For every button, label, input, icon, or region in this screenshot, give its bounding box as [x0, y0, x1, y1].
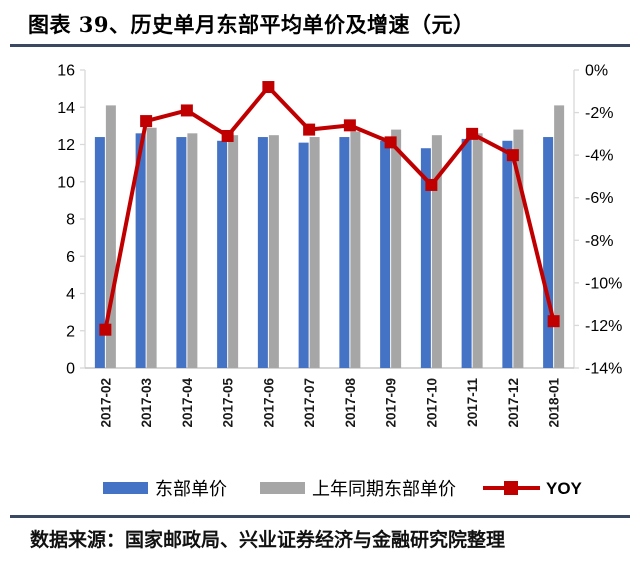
bar-prev-year-2017-08 [350, 131, 361, 368]
yoy-marker-2017-06 [262, 81, 275, 94]
right-axis-tick-label: -10% [585, 275, 622, 292]
right-axis-tick-label: 0% [585, 63, 608, 80]
data-source-note: 数据来源：国家邮政局、兴业证券经济与金融研究院整理 [30, 529, 506, 551]
x-axis-label-2017-03: 2017-03 [139, 378, 154, 428]
x-axis-label-2017-05: 2017-05 [221, 378, 236, 428]
right-axis-tick-label: -2% [585, 105, 613, 122]
legend-label-prev-year: 上年同期东部单价 [312, 479, 456, 500]
bar-prev-year-2017-09 [391, 129, 402, 368]
right-axis-tick-label: -12% [585, 318, 622, 335]
yoy-marker-2017-09 [384, 136, 397, 149]
x-axis-label-2017-12: 2017-12 [506, 378, 521, 428]
dual-axis-bar-line-chart: 0 2 4 6 8 10 12 14 16 0% -2% -4% -6% -8% -10% -12% -14% 2… [57, 63, 622, 501]
yoy-marker-2017-08 [343, 119, 356, 132]
right-axis-tick-label: -8% [585, 233, 613, 250]
yoy-marker-2017-05 [221, 129, 234, 142]
x-axis-label-2017-11: 2017-11 [465, 378, 480, 427]
bar-east-price-2018-01 [543, 137, 554, 368]
x-axis-label-2017-02: 2017-02 [98, 378, 113, 428]
bar-east-price-2017-08 [339, 137, 350, 368]
bar-prev-year-2017-11 [472, 133, 483, 368]
bar-prev-year-2018-01 [554, 105, 565, 368]
x-axis-label-2017-10: 2017-10 [424, 378, 439, 428]
bar-prev-year-2017-10 [431, 135, 442, 368]
bar-prev-year-2017-02 [105, 105, 116, 368]
bar-prev-year-2017-04 [187, 133, 198, 368]
legend-label-yoy: YOY [546, 479, 583, 498]
left-axis-tick-label: 14 [57, 100, 75, 117]
left-axis-tick-label: 16 [57, 63, 75, 80]
bar-east-price-2017-09 [380, 140, 391, 368]
bar-east-price-2017-11 [461, 138, 472, 368]
yoy-marker-2017-04 [180, 104, 193, 117]
bar-prev-year-2017-03 [146, 127, 157, 368]
x-axis-label-2017-07: 2017-07 [302, 378, 317, 428]
x-axis-label-2018-01: 2018-01 [547, 378, 562, 428]
bar-east-price-2017-12 [502, 140, 513, 368]
legend-swatch-prev-year [260, 482, 305, 494]
legend-swatch-east-price [103, 482, 148, 494]
yoy-marker-2017-07 [303, 123, 316, 136]
x-axis-label-2017-09: 2017-09 [384, 378, 399, 428]
bar-prev-year-2017-12 [513, 129, 524, 368]
bar-prev-year-2017-06 [268, 135, 279, 368]
left-axis-tick-label: 10 [57, 174, 75, 191]
bar-east-price-2017-04 [176, 137, 187, 368]
yoy-marker-2017-11 [466, 127, 479, 140]
yoy-line [103, 85, 556, 331]
bar-prev-year-2017-05 [228, 135, 239, 368]
bar-east-price-2017-10 [420, 148, 431, 368]
footer-divider: 数据来源：国家邮政局、兴业证券经济与金融研究院整理 [10, 515, 630, 552]
left-axis-tick-label: 0 [66, 361, 75, 378]
left-axis-tick-label: 8 [66, 212, 75, 229]
bar-prev-year-2017-07 [309, 137, 320, 368]
left-axis-tick-label: 12 [57, 137, 75, 154]
yoy-marker-2017-12 [506, 149, 519, 162]
x-axis-label-2017-04: 2017-04 [180, 378, 195, 428]
left-axis-tick-label: 6 [66, 249, 75, 266]
left-axis-tick-label: 4 [66, 286, 75, 303]
bar-east-price-2017-03 [135, 133, 146, 368]
bar-east-price-2017-05 [217, 140, 228, 368]
legend-label-east-price: 东部单价 [155, 479, 227, 500]
figure-title: 图表 39、历史单月东部平均单价及增速（元） [28, 12, 475, 37]
x-axis-label-2017-08: 2017-08 [343, 378, 358, 428]
right-axis-tick-label: -4% [585, 148, 613, 165]
yoy-marker-2018-01 [547, 315, 560, 328]
title-divider [10, 44, 630, 47]
yoy-marker-2017-03 [140, 115, 153, 128]
x-axis-label-2017-06: 2017-06 [261, 378, 276, 428]
bar-east-price-2017-07 [298, 142, 309, 368]
bar-east-price-2017-06 [257, 137, 268, 368]
right-axis-tick-label: -6% [585, 190, 613, 207]
yoy-marker-2017-02 [99, 323, 112, 336]
legend-marker-yoy [504, 481, 518, 495]
right-axis-tick-label: -14% [585, 361, 622, 378]
bar-east-price-2017-02 [94, 137, 105, 368]
left-axis-tick-label: 2 [66, 323, 75, 340]
yoy-marker-2017-10 [425, 178, 438, 191]
